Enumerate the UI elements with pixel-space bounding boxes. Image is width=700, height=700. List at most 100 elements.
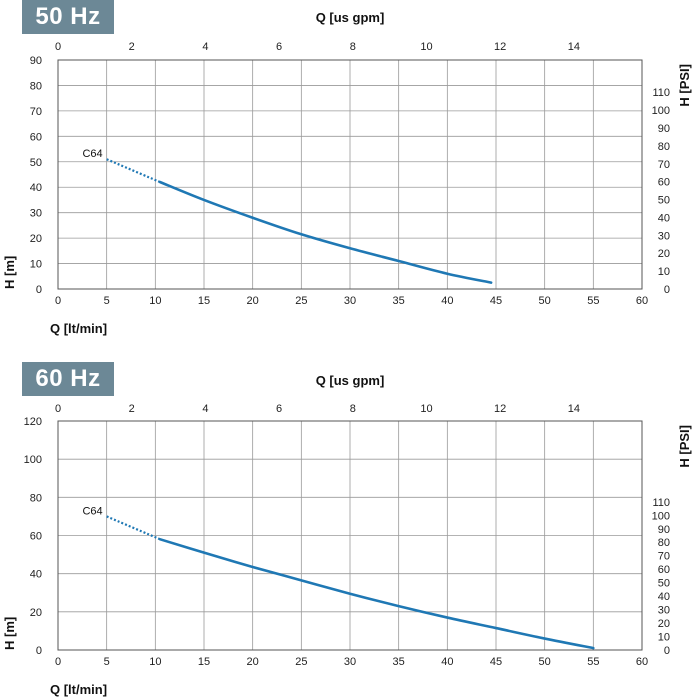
x-tick-label: 35 [393, 656, 405, 668]
series-label: C64 [82, 148, 102, 160]
x-tick-label: 5 [104, 295, 110, 307]
x2-tick-label: 4 [202, 403, 208, 415]
x-tick-label: 15 [198, 656, 210, 668]
y-tick-label: 60 [30, 531, 42, 543]
x2-tick-label: 4 [202, 41, 208, 53]
y-tick-label: 30 [30, 208, 42, 220]
x2-tick-label: 12 [494, 403, 506, 415]
x-tick-label: 0 [55, 295, 61, 307]
x2-tick-label: 2 [129, 41, 135, 53]
x-tick-label: 40 [441, 656, 453, 668]
x-tick-label: 25 [295, 656, 307, 668]
y-axis-title: H [m] [2, 617, 17, 650]
x2-tick-label: 6 [276, 41, 282, 53]
y-tick-label: 0 [36, 284, 42, 296]
x2-tick-label: 10 [420, 403, 432, 415]
x-tick-label: 5 [104, 656, 110, 668]
y2-tick-label: 30 [658, 605, 670, 617]
x2-tick-label: 8 [350, 41, 356, 53]
y2-tick-label: 80 [658, 141, 670, 153]
y2-tick-label: 100 [652, 510, 670, 522]
x2-tick-label: 6 [276, 403, 282, 415]
plot-frame [57, 59, 643, 290]
y-tick-label: 80 [30, 492, 42, 504]
y2-tick-label: 110 [652, 497, 670, 509]
x-tick-label: 60 [636, 656, 648, 668]
y2-tick-label: 10 [658, 266, 670, 278]
series-line [158, 538, 595, 650]
chart-panel-50hz: 50 Hz 0 5 10 15 20 25 30 35 40 45 50 55 60 0 10 20 30 40 5… [0, 0, 700, 345]
x-tick-label: 35 [393, 295, 405, 307]
y-tick-label: 20 [30, 233, 42, 245]
x-tick-label: 40 [441, 295, 453, 307]
y2-tick-label: 70 [658, 159, 670, 171]
x2-tick-label: 0 [55, 403, 61, 415]
series-label: C64 [82, 505, 102, 517]
pump-curve-chart-50hz: 0 5 10 15 20 25 30 35 40 45 50 55 600102030405060708… [2, 10, 692, 336]
x2-tick-label: 14 [568, 41, 580, 53]
x-tick-label: 10 [149, 295, 161, 307]
x2-axis-title: Q [us gpm] [316, 10, 385, 25]
y2-axis-title: H [PSI] [677, 425, 692, 468]
x-tick-label: 45 [490, 295, 502, 307]
series-line-dashed [106, 515, 161, 541]
y2-tick-label: 40 [658, 591, 670, 603]
y2-tick-label: 80 [658, 537, 670, 549]
frequency-badge: 50 Hz [22, 0, 114, 34]
y-tick-label: 20 [30, 607, 42, 619]
x-tick-label: 60 [636, 295, 648, 307]
x-axis-title: Q [lt/min] [50, 321, 107, 336]
y2-tick-label: 0 [664, 284, 670, 296]
y2-tick-label: 110 [652, 87, 670, 99]
y2-tick-label: 100 [652, 105, 670, 117]
y-tick-label: 120 [24, 416, 42, 428]
series-line-dashed [106, 158, 161, 184]
x2-tick-label: 10 [420, 41, 432, 53]
y-axis-title: H [m] [2, 256, 17, 289]
x2-tick-label: 12 [494, 41, 506, 53]
x-tick-label: 30 [344, 295, 356, 307]
y2-tick-label: 50 [658, 578, 670, 590]
y2-tick-label: 20 [658, 248, 670, 260]
y-tick-label: 40 [30, 182, 42, 194]
x2-tick-label: 8 [350, 403, 356, 415]
x-tick-label: 25 [295, 295, 307, 307]
y-tick-label: 80 [30, 80, 42, 92]
y2-tick-label: 90 [658, 123, 670, 135]
y2-tick-label: 50 [658, 195, 670, 207]
x2-tick-label: 0 [55, 41, 61, 53]
frequency-badge: 60 Hz [22, 362, 114, 396]
y2-tick-label: 10 [658, 632, 670, 644]
y2-tick-label: 20 [658, 618, 670, 630]
y-tick-label: 100 [24, 454, 42, 466]
x-tick-label: 30 [344, 656, 356, 668]
y2-tick-label: 60 [658, 564, 670, 576]
x-tick-label: 20 [247, 656, 259, 668]
x-tick-label: 10 [149, 656, 161, 668]
x-tick-label: 0 [55, 656, 61, 668]
y-tick-label: 50 [30, 157, 42, 169]
x-tick-label: 15 [198, 295, 210, 307]
pump-curve-chart-60hz: 0 5 10 15 20 25 30 35 40 45 50 55 600204060801001200… [2, 373, 692, 697]
x-tick-label: 55 [587, 295, 599, 307]
y2-tick-label: 30 [658, 230, 670, 242]
y-tick-label: 70 [30, 106, 42, 118]
chart-panel-60hz: 60 Hz 0 5 10 15 20 25 30 35 40 45 50 55 60 0 20 40 60 80 1… [0, 362, 700, 700]
x2-tick-label: 2 [129, 403, 135, 415]
x-tick-label: 50 [539, 295, 551, 307]
x-tick-label: 45 [490, 656, 502, 668]
y-tick-label: 60 [30, 131, 42, 143]
x-tick-label: 20 [247, 295, 259, 307]
x-tick-label: 50 [539, 656, 551, 668]
y2-tick-label: 0 [664, 645, 670, 657]
y2-tick-label: 90 [658, 524, 670, 536]
x2-tick-label: 14 [568, 403, 580, 415]
series-line [158, 180, 493, 284]
y2-tick-label: 70 [658, 551, 670, 563]
y-tick-label: 90 [30, 55, 42, 67]
y-tick-label: 0 [36, 645, 42, 657]
x-tick-label: 55 [587, 656, 599, 668]
y2-tick-label: 60 [658, 177, 670, 189]
y-tick-label: 40 [30, 569, 42, 581]
y-tick-label: 10 [30, 259, 42, 271]
